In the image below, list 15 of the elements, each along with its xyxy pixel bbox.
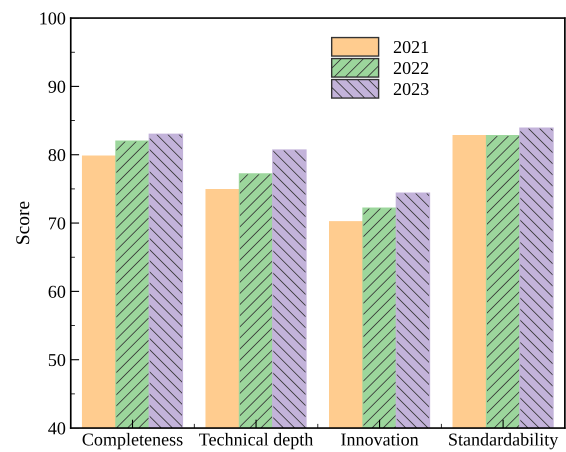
legend-label: 2021 xyxy=(394,40,428,54)
legend-label: 2022 xyxy=(394,62,428,74)
y-tick-label: 50 xyxy=(48,354,66,366)
y-tick-label: 80 xyxy=(48,148,66,162)
x-tick-label: Innovation xyxy=(341,433,418,446)
legend-label: 2023 xyxy=(394,82,428,96)
y-tick-label: 60 xyxy=(48,286,66,298)
y-tick-label: 40 xyxy=(48,422,66,434)
x-tick-label: Standardability xyxy=(449,432,558,450)
y-tick-label: 90 xyxy=(48,80,66,93)
y-tick-label: 100 xyxy=(40,12,66,25)
y-tick-label: 70 xyxy=(49,217,66,230)
y-axis-title: Score xyxy=(16,202,30,244)
x-tick-label: Technical depth xyxy=(199,432,314,450)
x-tick-label: Completeness xyxy=(82,432,183,450)
